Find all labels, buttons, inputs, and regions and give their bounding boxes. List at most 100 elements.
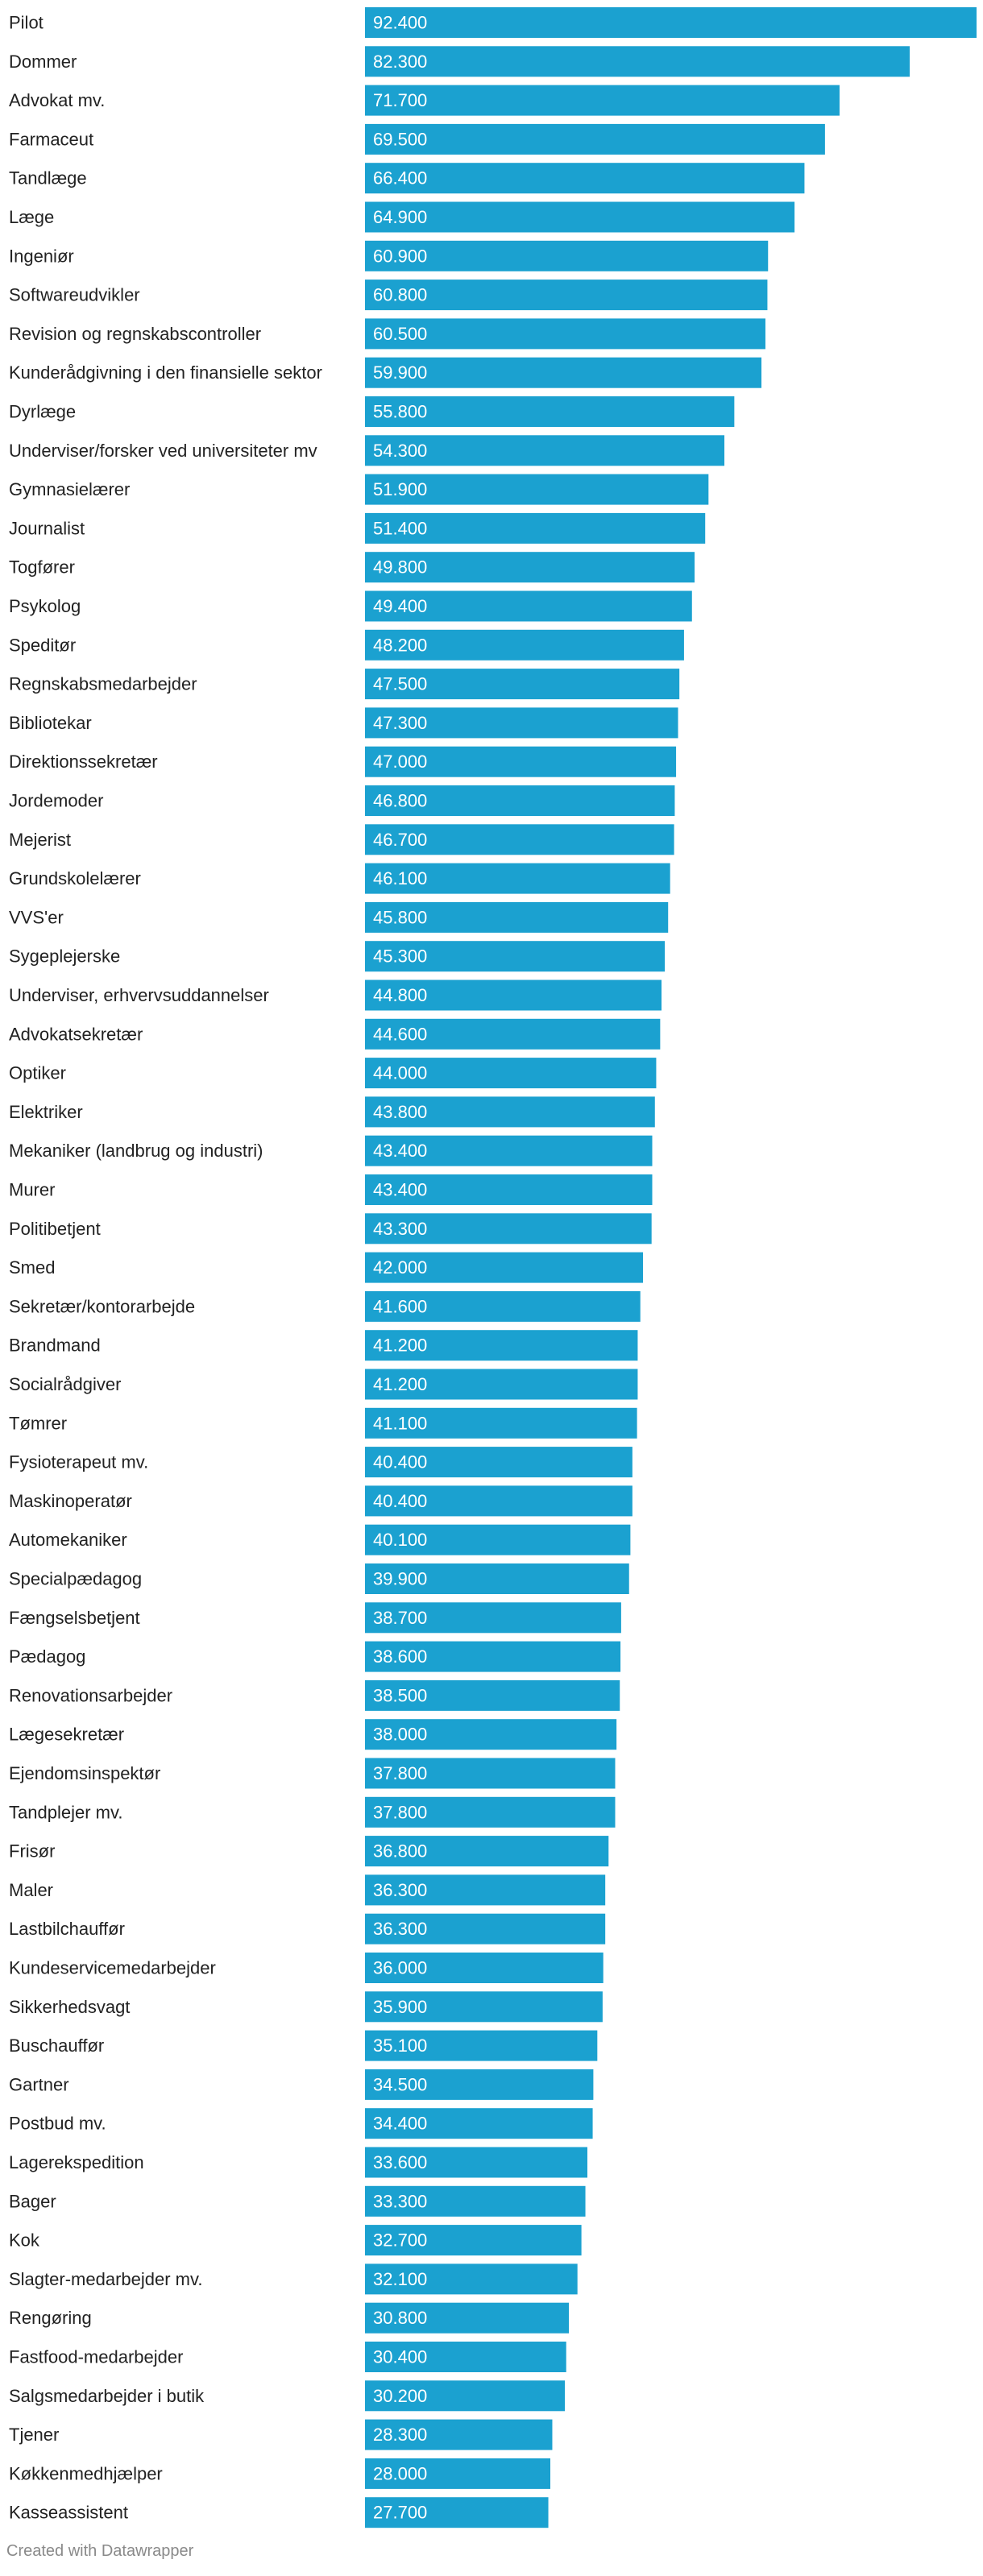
value-label: 30.800 — [373, 2308, 427, 2328]
category-label: Tandplejer mv. — [9, 1802, 122, 1822]
bar — [365, 1018, 661, 1050]
category-label: Gartner — [9, 2074, 69, 2094]
bar — [365, 1096, 655, 1128]
category-label: Murer — [9, 1180, 55, 1200]
bar — [365, 1330, 638, 1361]
value-label: 38.600 — [373, 1646, 427, 1667]
value-label: 34.500 — [373, 2074, 427, 2094]
value-label: 43.800 — [373, 1102, 427, 1122]
value-label: 32.100 — [373, 2269, 427, 2289]
value-label: 47.500 — [373, 674, 427, 694]
value-label: 45.300 — [373, 946, 427, 967]
category-label: Læge — [9, 207, 54, 227]
value-label: 30.400 — [373, 2347, 427, 2367]
bar — [365, 2458, 550, 2489]
value-label: 42.000 — [373, 1257, 427, 1278]
category-label: Bibliotekar — [9, 713, 92, 733]
category-label: Buschauffør — [9, 2036, 104, 2056]
category-label: Mejerist — [9, 830, 71, 850]
value-label: 40.400 — [373, 1452, 427, 1472]
category-label: Maskinoperatør — [9, 1491, 132, 1511]
bar — [365, 123, 825, 155]
bar — [365, 979, 662, 1011]
value-label: 35.900 — [373, 1997, 427, 2017]
value-label: 51.400 — [373, 518, 427, 538]
category-label: Socialrådgiver — [9, 1374, 121, 1394]
value-label: 54.300 — [373, 441, 427, 461]
bar — [365, 396, 735, 427]
value-label: 47.000 — [373, 752, 427, 772]
bar — [365, 2419, 553, 2450]
category-label: Sygeplejerske — [9, 946, 120, 967]
bar — [365, 435, 725, 466]
category-label: Sikkerhedsvagt — [9, 1997, 130, 2017]
bar — [365, 552, 695, 583]
category-label: Lagerekspedition — [9, 2152, 144, 2172]
bar — [365, 1524, 631, 1555]
category-label: Farmaceut — [9, 129, 93, 149]
value-label: 36.300 — [373, 1919, 427, 1939]
category-label: Underviser, erhvervsuddannelser — [9, 985, 269, 1005]
bar — [365, 7, 977, 38]
category-label: Advokat mv. — [9, 90, 105, 110]
value-label: 43.400 — [373, 1141, 427, 1161]
bar — [365, 669, 680, 700]
value-label: 64.900 — [373, 207, 427, 227]
bar — [365, 2108, 593, 2139]
category-label: Bager — [9, 2191, 56, 2211]
value-label: 44.000 — [373, 1063, 427, 1083]
value-label: 55.800 — [373, 402, 427, 422]
category-label: Fastfood-medarbejder — [9, 2347, 183, 2367]
bar — [365, 590, 692, 622]
bar — [365, 1679, 620, 1711]
value-label: 59.900 — [373, 362, 427, 383]
category-label: Regnskabsmedarbejder — [9, 674, 197, 694]
category-label: Fysioterapeut mv. — [9, 1452, 148, 1472]
bar — [365, 1874, 606, 1906]
value-label: 30.200 — [373, 2386, 427, 2406]
category-label: Rengøring — [9, 2308, 92, 2328]
bar — [365, 318, 765, 350]
category-label: Advokatsekretær — [9, 1024, 143, 1044]
value-label: 48.200 — [373, 635, 427, 655]
bar — [365, 240, 769, 271]
value-label: 46.700 — [373, 830, 427, 850]
bar — [365, 1252, 643, 1283]
category-label: Pædagog — [9, 1646, 85, 1667]
bar — [365, 1641, 621, 1672]
bar — [365, 1369, 638, 1400]
bar — [365, 1290, 641, 1322]
value-label: 34.400 — [373, 2114, 427, 2134]
category-label: Speditør — [9, 635, 76, 655]
category-label: Smed — [9, 1257, 55, 1278]
category-label: Frisør — [9, 1841, 55, 1862]
bar — [365, 85, 840, 116]
bar — [365, 1563, 629, 1594]
category-label: Tandlæge — [9, 168, 87, 188]
category-label: Dommer — [9, 52, 77, 72]
bar — [365, 941, 666, 972]
category-label: Pilot — [9, 13, 44, 33]
value-label: 28.300 — [373, 2425, 427, 2445]
value-label: 38.500 — [373, 1685, 427, 1705]
bar — [365, 1213, 652, 1245]
bar — [365, 901, 669, 933]
bar — [365, 1719, 617, 1750]
bar — [365, 474, 709, 505]
bar — [365, 785, 675, 816]
category-label: Salgsmedarbejder i butik — [9, 2386, 205, 2406]
value-label: 51.900 — [373, 479, 427, 499]
category-label: Renovationsarbejder — [9, 1685, 172, 1705]
value-label: 36.800 — [373, 1841, 427, 1862]
bar — [365, 1485, 633, 1517]
value-label: 41.100 — [373, 1413, 427, 1433]
bar — [365, 824, 674, 855]
category-label: Jordemoder — [9, 791, 103, 811]
bar — [365, 1953, 603, 1983]
value-label: 40.400 — [373, 1491, 427, 1511]
value-label: 92.400 — [373, 13, 427, 33]
bar — [365, 2302, 569, 2334]
category-label: Journalist — [9, 518, 85, 538]
bar — [365, 629, 684, 661]
